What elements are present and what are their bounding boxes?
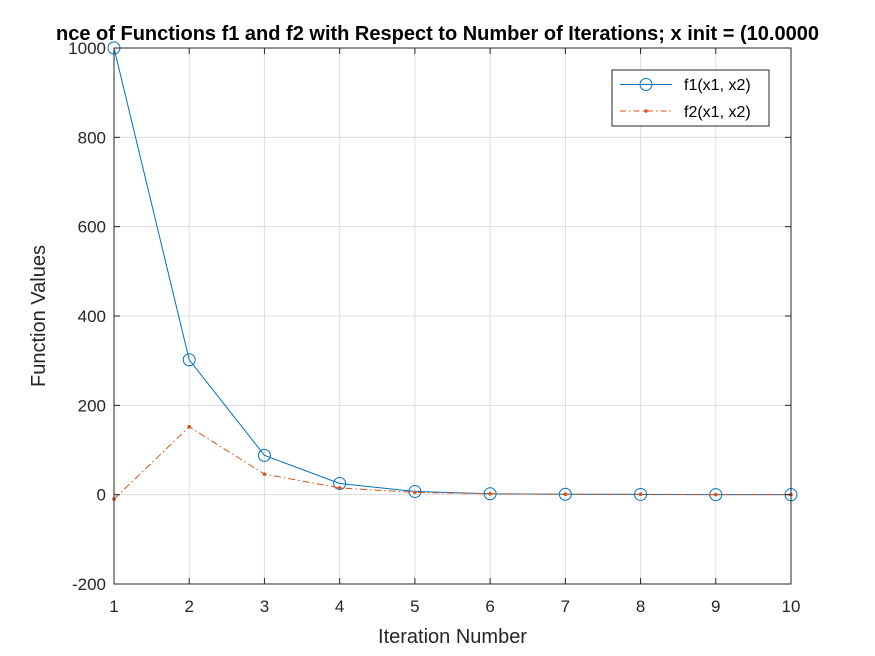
legend-label-f2: f2(x1, x2)	[684, 104, 751, 121]
x-tick-label: 8	[636, 597, 645, 616]
series-2-line	[113, 426, 791, 500]
y-tick-label: 400	[78, 307, 106, 326]
x-tick-label: 3	[260, 597, 269, 616]
chart-title: nce of Functions f1 and f2 with Respect …	[56, 23, 819, 45]
series-1-point	[182, 353, 196, 367]
y-tick-label: 200	[78, 396, 106, 415]
series-1-point	[257, 448, 271, 462]
legend-label-f1: f1(x1, x2)	[684, 77, 751, 94]
x-tick-label: 9	[711, 597, 720, 616]
x-tick-label: 6	[485, 597, 494, 616]
x-tick-label: 4	[335, 597, 344, 616]
x-tick-label: 2	[184, 597, 193, 616]
series-2-point	[563, 492, 568, 497]
x-tick-label: 1	[109, 597, 118, 616]
series-2-point	[262, 472, 267, 476]
legend: f1(x1, x2) f2(x1, x2)	[611, 69, 770, 127]
series-1-point	[408, 485, 422, 499]
y-tick-labels: -200 0 200 400 600 800 1000	[68, 39, 106, 594]
x-tick-label: 7	[561, 597, 570, 616]
series-2	[112, 424, 793, 501]
legend-marker-f2	[644, 109, 648, 113]
y-tick-label: -200	[72, 575, 106, 594]
series-2-point	[638, 492, 643, 497]
series-2-point	[337, 486, 342, 490]
series-2-point	[413, 490, 417, 495]
x-tick-labels: 1 2 3 4 5 6 7 8 9 10	[109, 597, 800, 616]
y-tick-label: 1000	[68, 39, 106, 58]
x-tick-label: 10	[782, 597, 801, 616]
legend-entry-f2: f2(x1, x2)	[620, 104, 751, 121]
y-tick-label: 0	[97, 486, 106, 505]
y-tick-label: 600	[78, 218, 106, 237]
x-tick-label: 5	[410, 597, 419, 616]
legend-box	[611, 69, 770, 127]
legend-entry-f1: f1(x1, x2)	[620, 77, 751, 94]
series-2-point	[488, 491, 492, 496]
series-2-point	[187, 424, 192, 429]
ticks	[113, 47, 792, 585]
legend-marker-f1	[639, 78, 653, 91]
series-2-point	[713, 492, 718, 497]
x-axis-label: Iteration Number	[378, 626, 527, 648]
y-axis-label: Function Values	[28, 245, 50, 387]
y-tick-label: 800	[78, 128, 106, 147]
